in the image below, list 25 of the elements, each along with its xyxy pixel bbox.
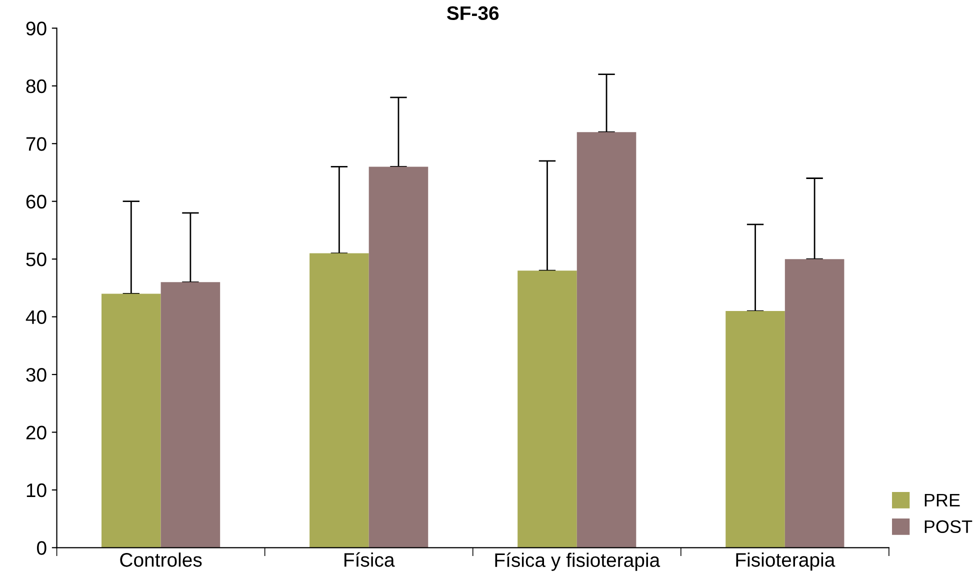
y-tick-label: 50	[26, 252, 46, 266]
y-tick-label: 10	[26, 483, 46, 498]
bar	[310, 253, 369, 548]
bar	[518, 270, 577, 548]
y-tick-label: 70	[26, 137, 46, 151]
bar	[784, 259, 844, 548]
bar	[102, 294, 161, 548]
bar	[160, 282, 220, 548]
y-tick-label: 60	[26, 194, 46, 209]
bar	[368, 166, 428, 548]
y-tick-label: 40	[26, 310, 46, 324]
legend-label: PRE	[924, 494, 960, 506]
x-tick-label: Física y fisioterapia	[495, 552, 660, 571]
x-tick-label: Controles	[120, 552, 202, 567]
bar	[576, 132, 636, 548]
y-tick-label: 30	[26, 368, 46, 382]
y-tick-label: 20	[26, 426, 46, 440]
x-tick-label: Fisioterapia	[736, 552, 836, 571]
y-tick-label: 90	[26, 22, 46, 36]
bar	[726, 311, 785, 548]
y-tick-label: 80	[26, 79, 46, 94]
legend-label: POST	[924, 520, 972, 534]
chart-title: SF-36	[446, 6, 499, 20]
y-tick-label: 0	[37, 541, 46, 555]
x-tick-label: Física	[344, 552, 395, 567]
